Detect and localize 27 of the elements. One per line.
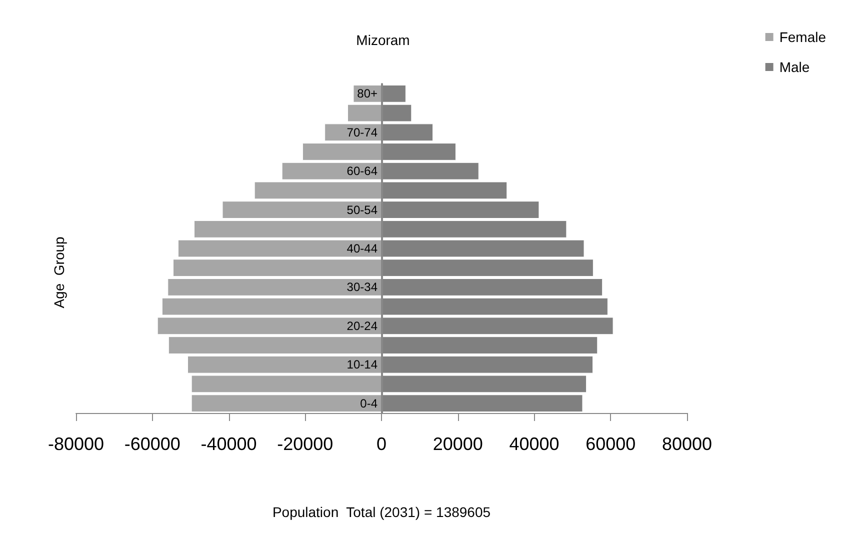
x-axis-title: Population Total (2031) = 1389605 bbox=[272, 504, 491, 520]
chart-title: Mizoram bbox=[356, 32, 410, 48]
y-tick-label: 50-54 bbox=[346, 202, 378, 217]
y-tick-label: 40-44 bbox=[346, 242, 378, 256]
y-axis-title: Age Group bbox=[51, 236, 67, 308]
bar bbox=[302, 143, 382, 160]
x-tick-label: 40000 bbox=[509, 434, 560, 454]
bar bbox=[168, 278, 382, 296]
x-tick-label: 20000 bbox=[432, 434, 483, 454]
x-tick-label: -60000 bbox=[124, 434, 180, 454]
y-tick-label: 60-64 bbox=[346, 164, 378, 178]
x-tick-label: -80000 bbox=[48, 434, 104, 454]
y-tick-label: 20-24 bbox=[346, 318, 378, 333]
legend-label: Female bbox=[779, 29, 826, 45]
x-tick-label: 80000 bbox=[662, 434, 712, 454]
legend-label: Male bbox=[779, 59, 810, 75]
bar bbox=[168, 336, 382, 354]
y-tick-label: 30-34 bbox=[346, 280, 378, 294]
y-tick-label: 0-4 bbox=[360, 396, 378, 410]
bar bbox=[222, 201, 382, 219]
x-tick-label: 0 bbox=[376, 434, 387, 454]
x-tick-label: -40000 bbox=[200, 434, 257, 454]
y-tick-label: 10-14 bbox=[346, 358, 378, 372]
y-tick-label: 70-74 bbox=[346, 125, 378, 140]
x-tick-label: -20000 bbox=[277, 434, 334, 454]
y-tick-label: 80+ bbox=[357, 86, 378, 101]
x-tick-label: 60000 bbox=[586, 434, 636, 454]
